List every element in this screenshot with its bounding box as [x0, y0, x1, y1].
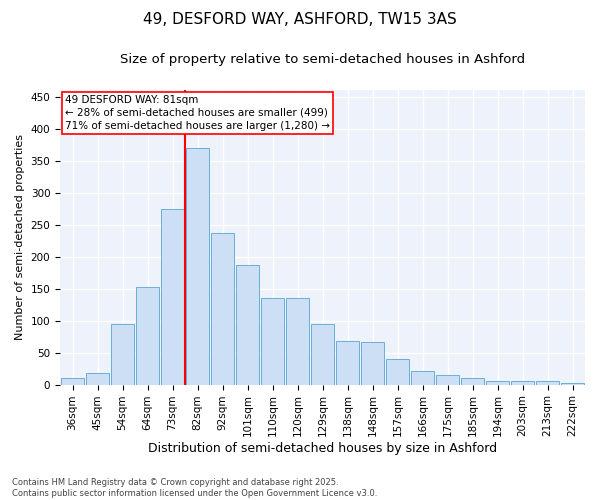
Bar [436, 375, 459, 384]
Bar [411, 370, 434, 384]
Y-axis label: Number of semi-detached properties: Number of semi-detached properties [15, 134, 25, 340]
Bar [261, 298, 284, 384]
Bar [136, 286, 159, 384]
Bar [336, 341, 359, 384]
Bar [161, 208, 184, 384]
Bar [286, 298, 309, 384]
Bar [361, 342, 384, 384]
Bar [61, 378, 84, 384]
Bar [511, 382, 534, 384]
Text: 49, DESFORD WAY, ASHFORD, TW15 3AS: 49, DESFORD WAY, ASHFORD, TW15 3AS [143, 12, 457, 28]
Bar [311, 324, 334, 384]
Title: Size of property relative to semi-detached houses in Ashford: Size of property relative to semi-detach… [120, 52, 525, 66]
Bar [186, 148, 209, 384]
Bar [561, 382, 584, 384]
Bar [486, 382, 509, 384]
Bar [111, 324, 134, 384]
X-axis label: Distribution of semi-detached houses by size in Ashford: Distribution of semi-detached houses by … [148, 442, 497, 455]
Bar [386, 359, 409, 384]
Bar [86, 373, 109, 384]
Text: 49 DESFORD WAY: 81sqm
← 28% of semi-detached houses are smaller (499)
71% of sem: 49 DESFORD WAY: 81sqm ← 28% of semi-deta… [65, 94, 330, 131]
Bar [536, 382, 559, 384]
Text: Contains HM Land Registry data © Crown copyright and database right 2025.
Contai: Contains HM Land Registry data © Crown c… [12, 478, 377, 498]
Bar [461, 378, 484, 384]
Bar [236, 265, 259, 384]
Bar [211, 233, 234, 384]
